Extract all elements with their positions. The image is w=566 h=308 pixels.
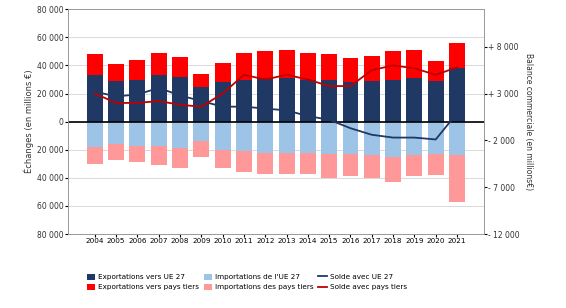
Bar [300,79,316,122]
Bar [151,146,167,165]
Bar [321,79,337,122]
Bar [87,147,103,164]
Bar [87,54,103,75]
Bar [194,141,209,157]
Bar [342,154,358,176]
Bar [364,122,380,156]
Bar [236,53,252,79]
Bar [449,68,465,122]
Y-axis label: Balance commerciale (en millions€): Balance commerciale (en millions€) [524,53,533,190]
Bar [342,82,358,122]
Bar [172,148,188,168]
Bar [406,50,422,78]
Bar [406,78,422,122]
Bar [215,63,231,82]
Bar [258,51,273,78]
Legend: Exportations vers UE 27, Exportations vers pays tiers, Importations de l'UE 27, : Exportations vers UE 27, Exportations ve… [87,274,407,290]
Bar [321,54,337,79]
Bar [151,53,167,75]
Bar [258,122,273,152]
Bar [130,79,145,122]
Bar [321,122,337,154]
Bar [385,122,401,157]
Bar [449,156,465,202]
Bar [428,81,444,122]
Bar [87,75,103,122]
Bar [194,122,209,141]
Bar [364,156,380,178]
Bar [342,122,358,154]
Bar [151,122,167,146]
Bar [108,122,124,144]
Bar [215,150,231,168]
Bar [278,152,294,174]
Bar [151,75,167,122]
Bar [236,151,252,172]
Bar [130,60,145,79]
Bar [278,122,294,152]
Bar [300,53,316,79]
Bar [385,51,401,79]
Bar [342,59,358,82]
Bar [215,122,231,150]
Bar [172,57,188,77]
Bar [215,82,231,122]
Bar [236,79,252,122]
Bar [108,64,124,81]
Bar [258,78,273,122]
Bar [406,156,422,176]
Bar [449,122,465,156]
Bar [406,122,422,156]
Bar [364,56,380,81]
Bar [194,74,209,87]
Bar [321,154,337,178]
Bar [385,79,401,122]
Bar [364,81,380,122]
Bar [194,87,209,122]
Bar [428,154,444,175]
Bar [130,122,145,146]
Bar [300,152,316,174]
Bar [172,77,188,122]
Bar [172,122,188,148]
Y-axis label: Échanges (en millions €): Échanges (en millions €) [24,70,34,173]
Bar [300,122,316,152]
Bar [428,61,444,81]
Bar [449,43,465,68]
Bar [236,122,252,151]
Bar [87,122,103,147]
Bar [108,81,124,122]
Bar [108,144,124,160]
Bar [385,157,401,182]
Bar [428,122,444,154]
Bar [130,146,145,162]
Bar [278,78,294,122]
Bar [258,152,273,174]
Bar [278,50,294,78]
